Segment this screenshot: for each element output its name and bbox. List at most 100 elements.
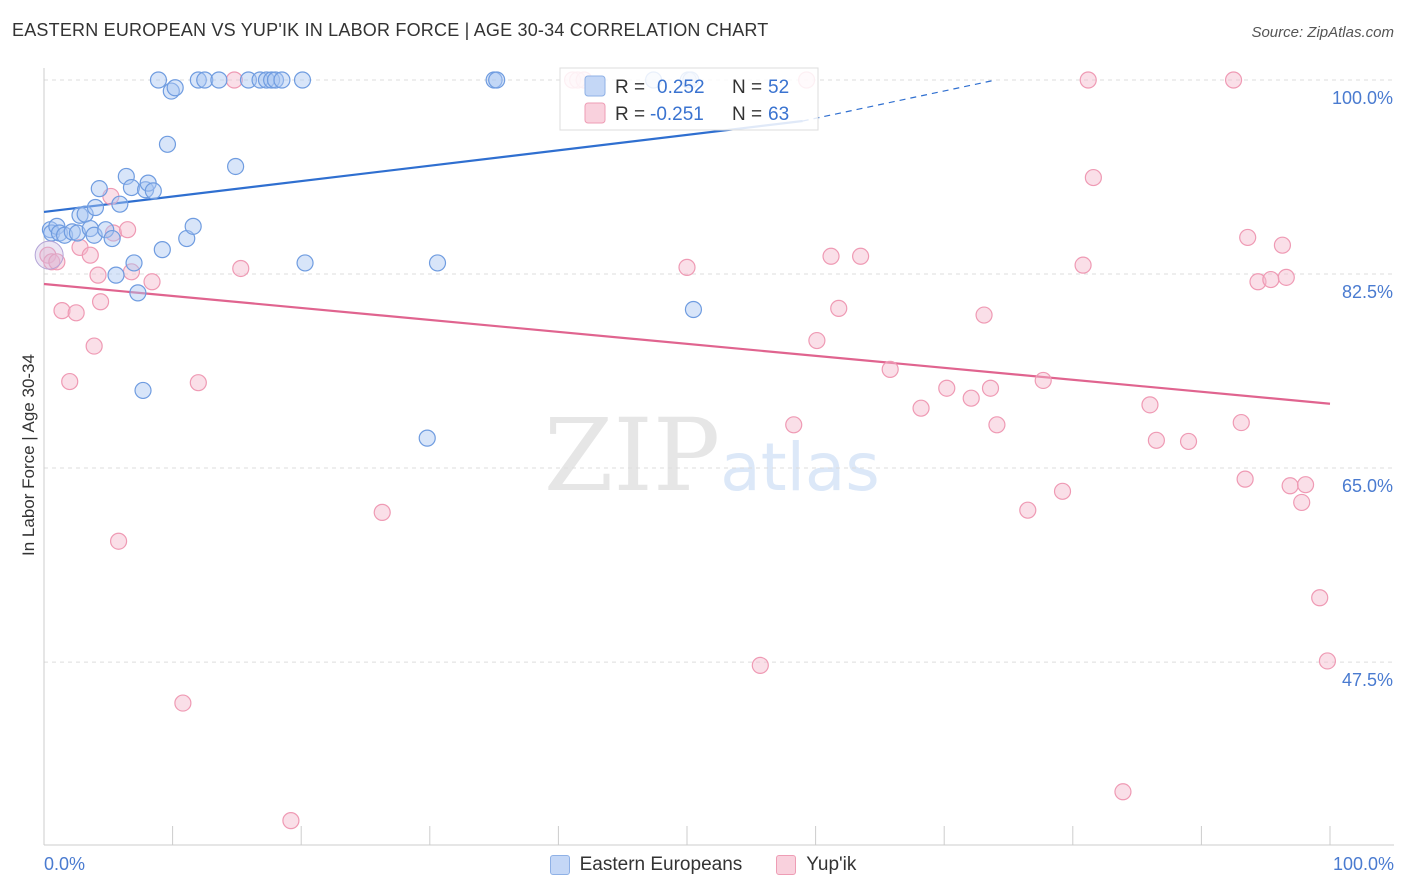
point-yupik-46 <box>1084 168 1102 187</box>
stats-swatch-pink <box>584 102 606 124</box>
point-yupik-5 <box>67 304 85 322</box>
point-yupik-33 <box>852 247 870 265</box>
legend-swatch-blue <box>549 855 570 875</box>
point-yupik-28 <box>785 416 803 434</box>
point-eastern-europeans-45 <box>428 254 447 272</box>
point-eastern-europeans-25 <box>149 71 168 89</box>
point-yupik-42 <box>1034 371 1052 390</box>
point-yupik-49 <box>1179 432 1198 451</box>
point-eastern-europeans-42 <box>293 71 312 89</box>
point-yupik-14 <box>118 221 137 239</box>
point-yupik-53 <box>1239 228 1257 247</box>
point-yupik-36 <box>938 379 956 397</box>
point-yupik-35 <box>912 399 930 417</box>
x-tick-label-0: 0.0% <box>44 854 85 874</box>
point-yupik-1 <box>43 253 61 271</box>
point-yupik-56 <box>1273 236 1292 254</box>
point-yupik-26 <box>678 258 696 276</box>
point-eastern-europeans-33 <box>196 71 214 89</box>
point-yupik-37 <box>962 389 980 407</box>
trend-line-eastern-europeans <box>43 119 803 214</box>
point-yupik-50 <box>1224 71 1243 89</box>
watermark-zip: ZIP <box>544 397 720 514</box>
point-yupik-21 <box>282 812 300 830</box>
point-yupik-27 <box>751 656 769 674</box>
point-eastern-europeans-15 <box>107 266 125 284</box>
point-eastern-europeans-43 <box>296 254 314 272</box>
point-yupik-43 <box>1053 482 1072 500</box>
point-eastern-europeans-34 <box>210 71 228 89</box>
y-axis-label: In Labor Force | Age 30-34 <box>19 354 38 556</box>
point-eastern-europeans-17 <box>117 167 135 186</box>
point-eastern-europeans-27 <box>158 135 177 153</box>
point-yupik-3 <box>53 302 71 320</box>
point-yupik-17 <box>174 694 192 712</box>
point-eastern-europeans-13 <box>97 221 115 239</box>
point-yupik-20 <box>232 259 250 278</box>
x-tick-label-100: 100.0% <box>1333 854 1394 874</box>
point-eastern-europeans-14 <box>103 229 121 248</box>
point-yupik-44 <box>1074 256 1092 274</box>
legend-label-eastern-europeans: Eastern Europeans <box>579 854 743 875</box>
trend-line-eastern-europeans-extension <box>802 79 996 122</box>
point-yupik-45 <box>1079 71 1097 89</box>
point-yupik-52 <box>1236 470 1254 488</box>
watermark-atlas: atlas <box>720 429 880 506</box>
point-eastern-europeans-12 <box>90 180 108 198</box>
series-legend: Eastern Europeans Yup'ik <box>0 850 1406 880</box>
grid-lines <box>44 79 1394 663</box>
y-tick-label-1: 82.5% <box>1342 282 1393 302</box>
point-eastern-europeans-51 <box>684 300 703 319</box>
point-cluster-origin <box>34 240 64 270</box>
point-eastern-europeans-40 <box>266 71 285 89</box>
y-tick-label-2: 65.0% <box>1342 476 1393 496</box>
point-yupik-61 <box>1311 589 1329 607</box>
trend-line-yupik <box>43 282 1331 405</box>
chart-title: EASTERN EUROPEAN VS YUP'IK IN LABOR FORC… <box>12 20 769 40</box>
point-yupik-59 <box>1293 493 1311 512</box>
point-yupik-18 <box>189 374 207 392</box>
point-yupik-4 <box>61 372 79 391</box>
legend-item-eastern-europeans[interactable]: Eastern Europeans <box>549 854 743 876</box>
point-yupik-48 <box>1147 431 1165 449</box>
point-yupik-30 <box>808 331 826 350</box>
point-yupik-39 <box>981 379 1000 397</box>
point-yupik-51 <box>1232 413 1250 432</box>
stats-box: R = 0.252 N = 52 R = -0.251 N = 63 <box>559 67 819 131</box>
point-eastern-europeans-18 <box>122 178 141 197</box>
point-yupik-58 <box>1281 477 1299 495</box>
point-eastern-europeans-6 <box>68 224 87 242</box>
point-yupik-34 <box>881 360 899 378</box>
point-yupik-47 <box>1141 396 1159 414</box>
point-yupik-40 <box>988 416 1006 434</box>
point-yupik-13 <box>109 532 128 550</box>
legend-item-yupik[interactable]: Yup'ik <box>776 854 856 876</box>
point-yupik-10 <box>91 293 110 311</box>
legend-swatch-pink <box>776 855 797 875</box>
stats-n-value-blue: 52 <box>768 77 789 98</box>
point-yupik-8 <box>85 337 103 355</box>
point-yupik-22 <box>373 503 391 521</box>
stats-r-value-pink: -0.251 <box>650 104 704 125</box>
point-eastern-europeans-16 <box>111 195 129 213</box>
legend-label-yupik: Yup'ik <box>806 854 857 875</box>
point-eastern-europeans-26 <box>153 241 171 259</box>
point-eastern-europeans-29 <box>166 79 184 97</box>
point-yupik-32 <box>830 299 848 317</box>
point-eastern-europeans-19 <box>125 254 143 272</box>
point-yupik-9 <box>89 266 107 284</box>
point-yupik-31 <box>822 247 840 265</box>
axes: 100.0% 82.5% 65.0% 47.5% <box>43 68 1394 846</box>
point-eastern-europeans-11 <box>86 198 105 217</box>
stats-r-value-blue: 0.252 <box>657 77 705 98</box>
point-eastern-europeans-44 <box>418 429 436 447</box>
stats-n-value-pink: 63 <box>768 104 789 125</box>
point-eastern-europeans-31 <box>184 217 202 235</box>
stats-r-label-pink: R = <box>615 104 645 125</box>
point-yupik-7 <box>81 246 99 264</box>
trend-lines <box>43 79 1331 405</box>
point-eastern-europeans-41 <box>273 71 291 89</box>
data-points <box>34 71 1337 830</box>
stats-swatch-blue <box>584 75 606 97</box>
